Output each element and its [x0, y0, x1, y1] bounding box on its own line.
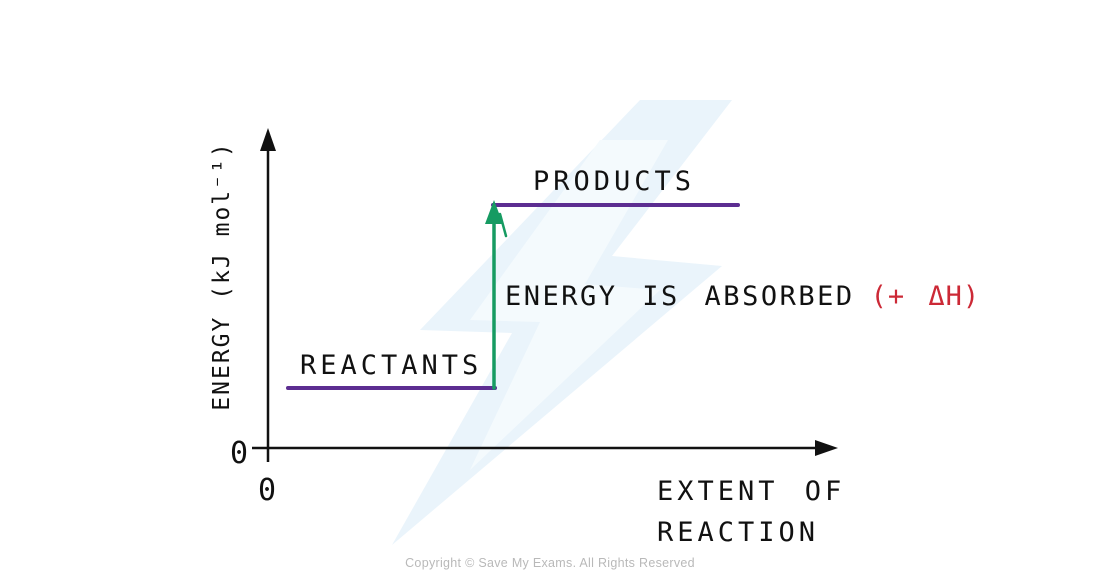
- x-axis-arrowhead-icon: [815, 440, 838, 456]
- x-axis-title-line1: EXTENT OF: [657, 476, 846, 507]
- lightning-bolt-inner-shape: [470, 140, 668, 470]
- y-axis-title: ENERGY (kJ mol⁻¹): [209, 141, 235, 411]
- copyright-notice: Copyright © Save My Exams. All Rights Re…: [405, 556, 695, 570]
- arrowhead-flick-stroke: [498, 212, 508, 238]
- y-axis-arrowhead-icon: [260, 128, 276, 151]
- x-axis-title: EXTENT OF REACTION: [657, 471, 845, 553]
- products-level-label: PRODUCTS: [533, 166, 696, 197]
- reactants-level-label: REACTANTS: [300, 350, 483, 381]
- energy-absorbed-text: ENERGY IS ABSORBED: [505, 281, 855, 312]
- energy-absorbed-annotation: ENERGY IS ABSORBED (+ ΔH): [505, 281, 980, 312]
- delta-h-annotation: (+ ΔH): [870, 281, 981, 312]
- x-axis-origin-tick-label: 0: [258, 473, 277, 508]
- y-axis-origin-tick-label: 0: [230, 436, 249, 471]
- energy-absorbed-arrowhead-icon: [485, 200, 503, 224]
- x-axis-title-line2: REACTION: [657, 517, 820, 548]
